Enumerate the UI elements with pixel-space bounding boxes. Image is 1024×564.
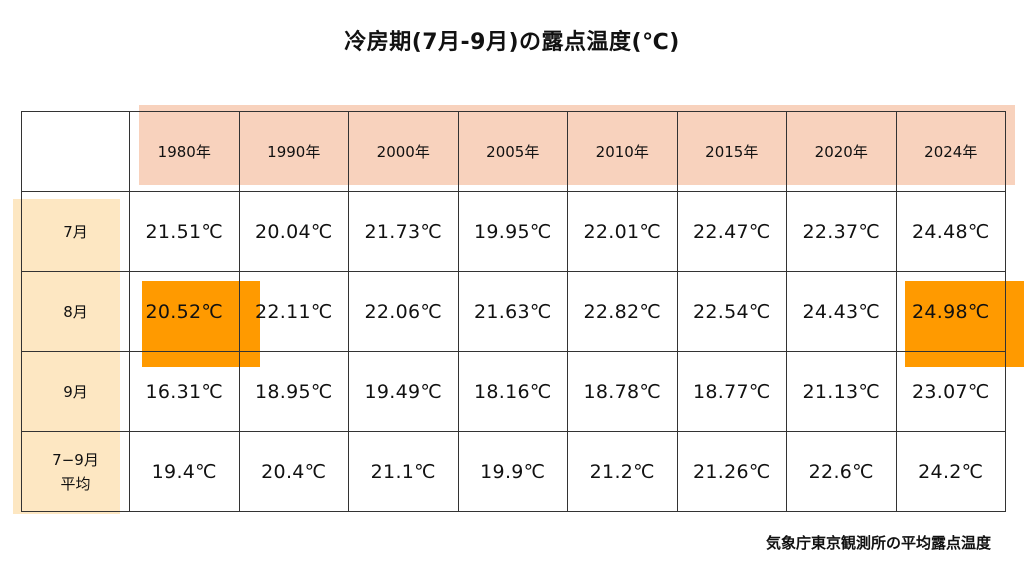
value-cell: 18.16℃	[457, 351, 568, 432]
value-cell: 22.01℃	[567, 191, 678, 272]
value-cell: 19.49℃	[348, 351, 459, 432]
value-cell: 19.4℃	[129, 431, 240, 512]
value-cell: 20.4℃	[238, 431, 349, 512]
column-header-2020年: 2020年	[786, 111, 897, 192]
value-cell: 22.47℃	[676, 191, 787, 272]
value-cell: 22.06℃	[348, 271, 459, 352]
value-cell: 19.95℃	[457, 191, 568, 272]
value-cell: 21.13℃	[786, 351, 897, 432]
value-cell: 20.04℃	[238, 191, 349, 272]
value-cell: 21.2℃	[567, 431, 678, 512]
row-label: 8月	[21, 271, 130, 352]
column-header-1980年: 1980年	[129, 111, 240, 192]
table-row: 7月 21.51℃ 20.04℃ 21.73℃ 19.95℃ 22.01℃ 22.47℃ 22…	[21, 191, 1006, 272]
column-header-2000年: 2000年	[348, 111, 459, 192]
row-label: 7月	[21, 191, 130, 272]
value-cell: 21.1℃	[348, 431, 459, 512]
value-cell: 22.11℃	[238, 271, 349, 352]
row-label: 7−9月 平均	[21, 431, 130, 512]
value-cell: 21.26℃	[676, 431, 787, 512]
column-header-2024年: 2024年	[895, 111, 1006, 192]
value-cell: 21.51℃	[129, 191, 240, 272]
value-cell: 16.31℃	[129, 351, 240, 432]
value-cell: 22.54℃	[676, 271, 787, 352]
value-cell: 19.9℃	[457, 431, 568, 512]
value-cell: 24.48℃	[895, 191, 1006, 272]
value-cell: 18.95℃	[238, 351, 349, 432]
chart-title: 冷房期(7月-9月)の露点温度(℃)	[344, 30, 680, 55]
header-row: 1980年 1990年 2000年 2005年 2010年 2015年 2020年 2024年	[21, 111, 1006, 192]
table-row: 7−9月 平均 19.4℃ 20.4℃ 21.1℃ 19.9℃ 21.2℃ 21.26℃ 22.…	[21, 431, 1006, 512]
value-cell: 24.98℃	[895, 271, 1006, 352]
dew-point-table: 1980年 1990年 2000年 2005年 2010年 2015年 2020年 2024年…	[21, 111, 1006, 512]
value-cell: 23.07℃	[895, 351, 1006, 432]
value-cell: 22.37℃	[786, 191, 897, 272]
column-header-1990年: 1990年	[238, 111, 349, 192]
value-cell: 24.2℃	[895, 431, 1006, 512]
value-cell: 21.63℃	[457, 271, 568, 352]
table-row: 9月 16.31℃ 18.95℃ 19.49℃ 18.16℃ 18.78℃ 18.77℃ 21…	[21, 351, 1006, 432]
value-cell: 18.78℃	[567, 351, 678, 432]
corner-cell	[21, 111, 130, 192]
column-header-2005年: 2005年	[457, 111, 568, 192]
value-cell: 18.77℃	[676, 351, 787, 432]
value-cell: 22.82℃	[567, 271, 678, 352]
column-header-2010年: 2010年	[567, 111, 678, 192]
table-row: 8月 20.52℃ 22.11℃ 22.06℃ 21.63℃ 22.82℃ 22.54℃ 24…	[21, 271, 1006, 352]
column-header-2015年: 2015年	[676, 111, 787, 192]
source-note: 気象庁東京観測所の平均露点温度	[765, 534, 991, 552]
value-cell: 20.52℃	[129, 271, 240, 352]
row-label: 9月	[21, 351, 130, 432]
value-cell: 21.73℃	[348, 191, 459, 272]
value-cell: 24.43℃	[786, 271, 897, 352]
value-cell: 22.6℃	[786, 431, 897, 512]
